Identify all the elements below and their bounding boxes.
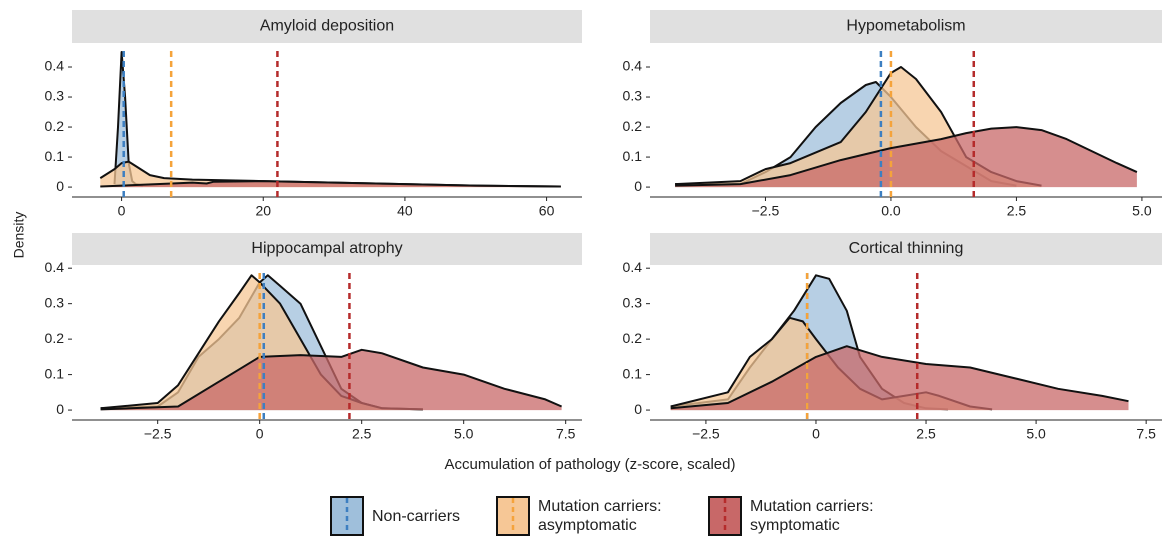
y-tick-label: 0.3	[623, 88, 643, 104]
x-tick-label: −2.5	[144, 426, 172, 442]
panel-title: Cortical thinning	[849, 240, 964, 257]
x-tick-label: 20	[255, 203, 271, 219]
legend-key	[330, 496, 364, 536]
x-tick-label: 5.0	[1026, 426, 1046, 442]
x-tick-label: 60	[539, 203, 555, 219]
strip	[72, 10, 582, 43]
x-tick-label: −2.5	[692, 426, 720, 442]
x-tick-label: 7.5	[1136, 426, 1156, 442]
x-tick-label: 5.0	[454, 426, 474, 442]
x-tick-label: 0	[812, 426, 820, 442]
y-tick-label: 0.4	[623, 58, 643, 74]
density-line	[675, 126, 1138, 187]
x-tick-label: 2.5	[1007, 203, 1027, 219]
density-area	[114, 52, 143, 188]
y-tick-label: 0.4	[623, 259, 643, 275]
legend-item: Non-carriers	[330, 496, 460, 536]
legend-label: Mutation carriers: asymptomatic	[538, 498, 662, 534]
legend-key	[708, 496, 742, 536]
y-tick-label: 0.3	[45, 88, 65, 104]
density-line	[670, 345, 1129, 410]
y-tick-label: 0.2	[623, 330, 643, 346]
x-tick-label: 40	[397, 203, 413, 219]
legend-label: Non-carriers	[372, 507, 461, 525]
y-tick-label: 0	[56, 401, 64, 417]
x-tick-label: 2.5	[916, 426, 936, 442]
density-area	[100, 349, 562, 411]
x-tick-label: 5.0	[1132, 203, 1152, 219]
y-tick-label: 0.2	[45, 330, 65, 346]
strip	[650, 233, 1162, 265]
y-tick-label: 0.1	[45, 365, 65, 381]
y-tick-label: 0	[634, 178, 642, 194]
y-tick-label: 0.1	[623, 148, 643, 164]
y-tick-label: 0	[56, 178, 64, 194]
density-line	[100, 180, 561, 188]
density-area	[670, 346, 1129, 411]
y-tick-label: 0.4	[45, 259, 65, 275]
panel-title: Hypometabolism	[846, 18, 965, 35]
legend-label: Mutation carriers: symptomatic	[750, 498, 874, 534]
x-tick-label: 0.0	[881, 203, 901, 219]
y-tick-label: 0.2	[623, 118, 643, 134]
y-tick-label: 0	[634, 401, 642, 417]
legend-item: Mutation carriers: asymptomatic	[496, 496, 678, 536]
density-area	[675, 127, 1137, 188]
panel-title: Amyloid deposition	[260, 18, 394, 35]
density-area	[100, 275, 423, 411]
y-tick-label: 0.1	[45, 148, 65, 164]
x-tick-label: 0	[118, 203, 126, 219]
x-tick-label: −2.5	[752, 203, 780, 219]
density-line	[100, 348, 562, 411]
x-axis-label: Accumulation of pathology (z-score, scal…	[445, 456, 736, 473]
y-tick-label: 0.3	[45, 294, 65, 310]
x-tick-label: 0	[256, 426, 264, 442]
y-tick-label: 0.1	[623, 365, 643, 381]
x-tick-label: 7.5	[556, 426, 576, 442]
y-tick-label: 0.2	[45, 118, 65, 134]
legend-key	[496, 496, 530, 536]
y-axis-label: Density	[11, 212, 27, 259]
y-tick-label: 0.4	[45, 58, 65, 74]
strip	[650, 10, 1162, 43]
x-tick-label: 2.5	[352, 426, 372, 442]
panel-title: Hippocampal atrophy	[251, 240, 402, 257]
y-tick-label: 0.3	[623, 294, 643, 310]
strip	[72, 233, 582, 265]
legend-item: Mutation carriers: symptomatic	[708, 496, 890, 536]
